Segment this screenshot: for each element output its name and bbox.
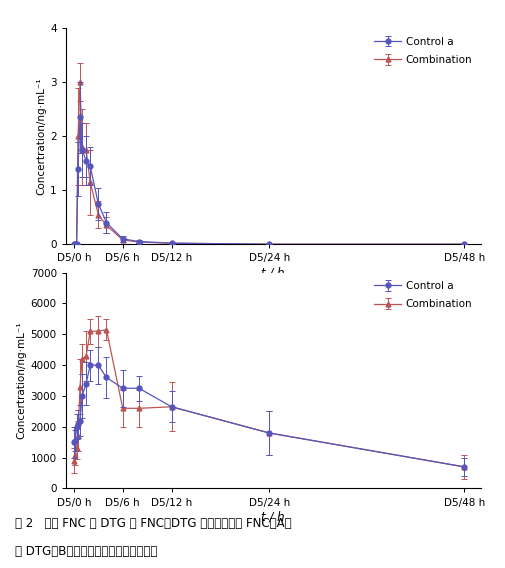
X-axis label: t / h: t / h — [261, 510, 284, 523]
Text: 图 2   单用 FNC 和 DTG 及 FNC＋DTG 联用时血浆中 FNC（A）: 图 2 单用 FNC 和 DTG 及 FNC＋DTG 联用时血浆中 FNC（A） — [15, 517, 291, 530]
Legend: Control a, Combination: Control a, Combination — [371, 278, 475, 312]
Y-axis label: Concertration/ng·mL⁻¹: Concertration/ng·mL⁻¹ — [36, 77, 46, 195]
Legend: Control a, Combination: Control a, Combination — [371, 34, 475, 68]
Text: 和 DTG（B）的平均血药浓度－时间曲线: 和 DTG（B）的平均血药浓度－时间曲线 — [15, 545, 157, 558]
Y-axis label: Concertration/ng·mL⁻¹: Concertration/ng·mL⁻¹ — [17, 321, 26, 440]
X-axis label: t / h: t / h — [261, 266, 284, 279]
